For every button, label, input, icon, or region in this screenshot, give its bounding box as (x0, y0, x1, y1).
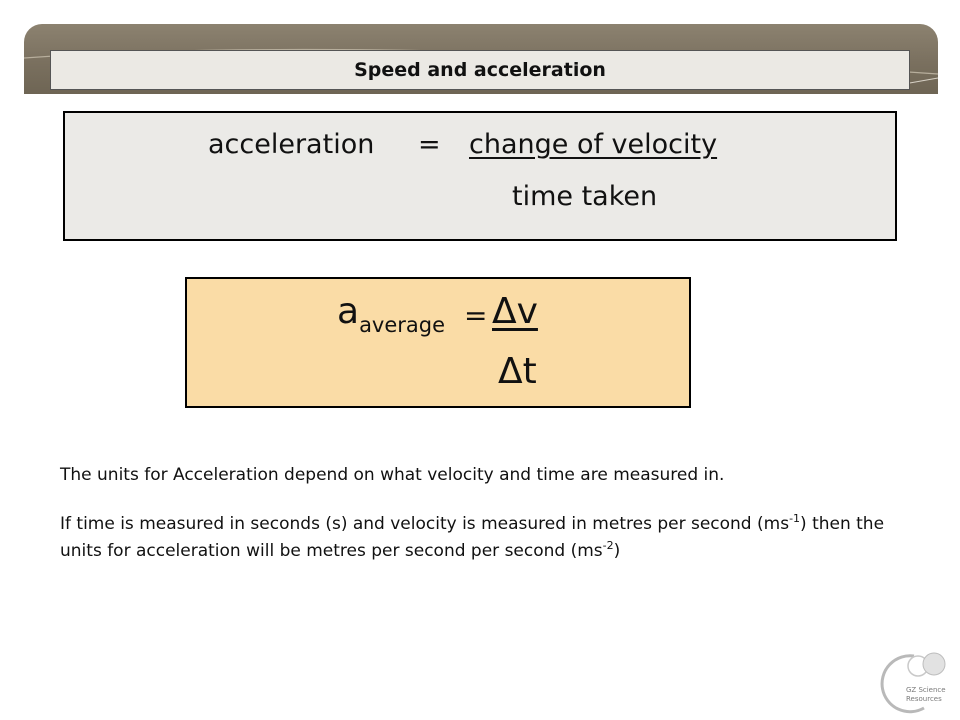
units-paragraph-1: The units for Acceleration depend on wha… (60, 465, 725, 485)
symbol-equals-sign: = (464, 299, 488, 332)
logo-text: GZ Science Resources (906, 686, 946, 703)
slide-title-bar: Speed and acceleration (50, 50, 910, 90)
word-equation-box: acceleration = change of velocity time t… (63, 111, 897, 241)
equation-denominator: time taken (512, 181, 658, 212)
average-subscript: average (359, 313, 446, 337)
slide-title: Speed and acceleration (354, 59, 606, 81)
logo-rings-icon (880, 652, 946, 714)
delta-t: Δt (498, 351, 537, 392)
equation-numerator: change of velocity (469, 129, 718, 160)
delta-v: Δv (492, 291, 538, 332)
symbol-equation-box: aaverage = Δv Δt (185, 277, 691, 408)
superscript-minus-2: -2 (602, 539, 614, 552)
equation-lhs: acceleration (208, 129, 375, 160)
gz-science-logo: GZ Science Resources (866, 646, 950, 716)
equals-sign: = (418, 129, 441, 160)
acceleration-symbol: aaverage (337, 291, 446, 337)
superscript-minus-1: -1 (789, 512, 801, 525)
units-paragraph-2: If time is measured in seconds (s) and v… (60, 512, 885, 561)
